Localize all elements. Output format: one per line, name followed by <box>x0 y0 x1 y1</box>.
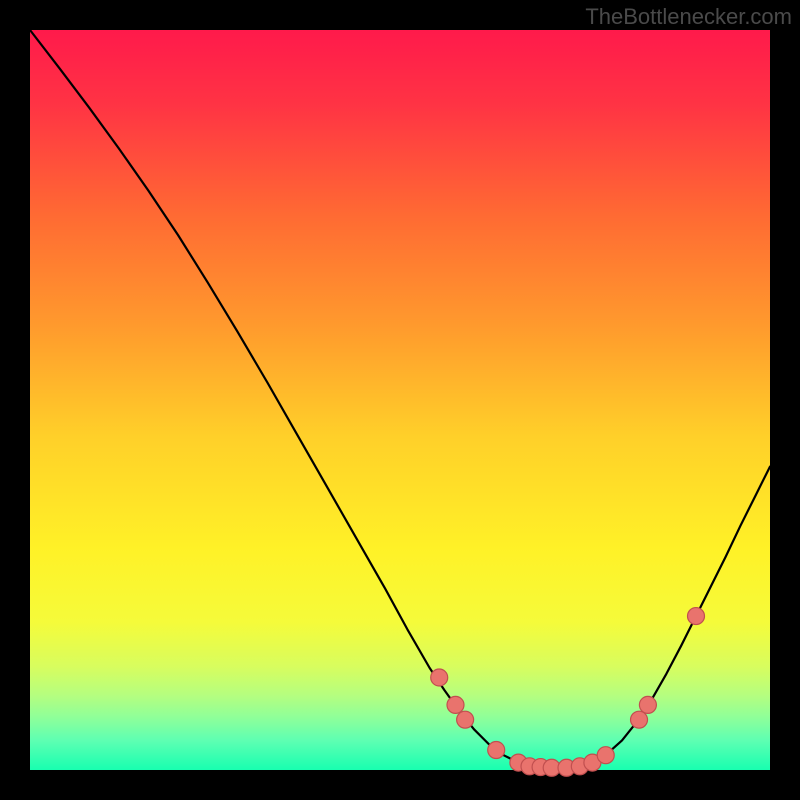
data-marker <box>488 742 505 759</box>
data-marker <box>431 669 448 686</box>
plot-area <box>30 30 770 770</box>
watermark-text: TheBottlenecker.com <box>585 4 792 30</box>
bottleneck-curve <box>30 30 770 768</box>
data-marker <box>631 711 648 728</box>
data-marker <box>597 747 614 764</box>
chart-frame: TheBottlenecker.com <box>0 0 800 800</box>
data-marker <box>457 711 474 728</box>
data-marker <box>688 608 705 625</box>
marker-group <box>431 608 705 777</box>
curve-layer <box>30 30 770 770</box>
data-marker <box>639 696 656 713</box>
data-marker <box>447 696 464 713</box>
